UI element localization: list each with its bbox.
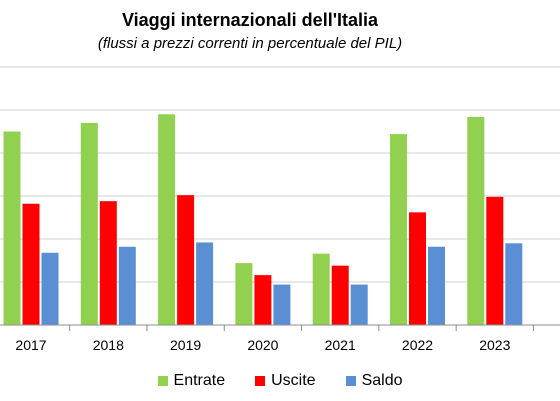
bar-uscite-2017 (22, 203, 40, 325)
bar-entrate-2022 (390, 134, 407, 325)
x-tick-label: 2018 (93, 337, 124, 353)
x-tick-label: 2021 (325, 337, 356, 353)
bar-saldo-2019 (196, 242, 214, 325)
bar-saldo-2018 (118, 246, 136, 325)
bars (3, 114, 523, 326)
x-tick-label: 2023 (479, 337, 510, 353)
legend-swatch (255, 376, 266, 386)
bar-entrate-2018 (80, 122, 98, 326)
chart-title: Viaggi internazionali dell'Italia (121, 10, 378, 30)
legend-swatch (345, 376, 356, 386)
legend-item-saldo: Saldo (345, 372, 403, 390)
bar-saldo-2017 (41, 252, 59, 325)
bar-saldo-2021 (350, 284, 368, 325)
bar-uscite-2023 (486, 196, 504, 325)
bar-uscite-2019 (177, 195, 195, 325)
bar-entrate-2017 (3, 131, 21, 325)
bar-saldo-2020 (273, 284, 291, 325)
legend-label: Uscite (271, 372, 316, 389)
bar-saldo-2023 (505, 243, 523, 325)
bar-uscite-2021 (331, 265, 349, 325)
chart-subtitle: (flussi a prezzi correnti in percentuale… (97, 35, 403, 52)
legend-label: Entrate (173, 372, 226, 389)
bar-entrate-2023 (467, 116, 485, 325)
bar-entrate-2019 (158, 114, 176, 325)
legend-item-uscite: Uscite (255, 372, 316, 390)
x-tick-label: 2020 (247, 337, 278, 353)
bar-saldo-2022 (428, 246, 445, 325)
x-tick-label: 2022 (402, 337, 433, 353)
bar-entrate-2020 (235, 263, 253, 325)
bar-entrate-2021 (312, 253, 330, 325)
x-tick-label: 2019 (170, 337, 201, 353)
bar-uscite-2020 (254, 275, 272, 325)
bar-uscite-2018 (99, 201, 117, 325)
legend: Entrate Uscite Saldo (0, 372, 560, 390)
bar-uscite-2022 (409, 212, 426, 325)
legend-label: Saldo (361, 372, 403, 389)
legend-item-entrate: Entrate (157, 372, 226, 390)
legend-swatch (157, 376, 168, 386)
x-tick-label: 2017 (15, 337, 46, 353)
x-axis: 2017 2018 2019 2020 2021 2022 2023 (0, 324, 560, 353)
